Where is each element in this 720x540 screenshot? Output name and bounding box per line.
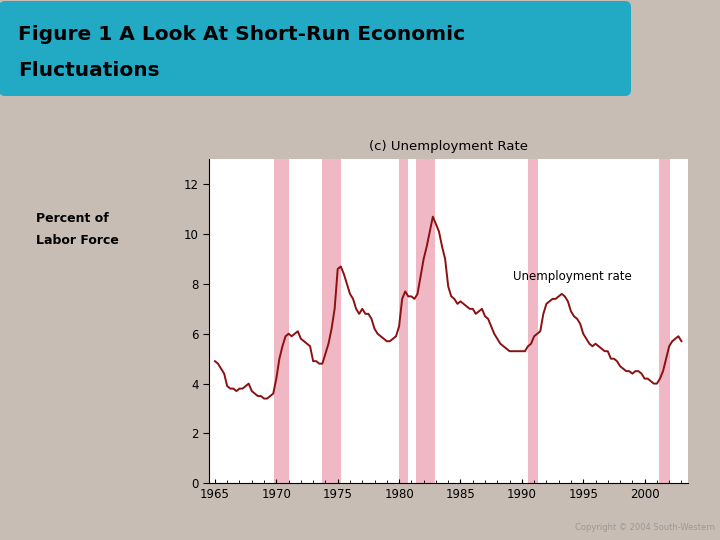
- FancyBboxPatch shape: [0, 1, 631, 96]
- Bar: [416, 159, 435, 483]
- Text: Copyright © 2004 South-Western: Copyright © 2004 South-Western: [575, 523, 715, 532]
- Text: Fluctuations: Fluctuations: [18, 60, 160, 79]
- Bar: [399, 159, 408, 483]
- Text: Unemployment rate: Unemployment rate: [513, 270, 632, 283]
- Text: Percent of: Percent of: [36, 212, 109, 225]
- Bar: [274, 159, 289, 483]
- Bar: [528, 159, 538, 483]
- Text: Figure 1 A Look At Short-Run Economic: Figure 1 A Look At Short-Run Economic: [18, 25, 465, 44]
- Bar: [660, 159, 670, 483]
- Title: (c) Unemployment Rate: (c) Unemployment Rate: [369, 139, 528, 153]
- Bar: [322, 159, 341, 483]
- Text: Labor Force: Labor Force: [36, 234, 119, 247]
